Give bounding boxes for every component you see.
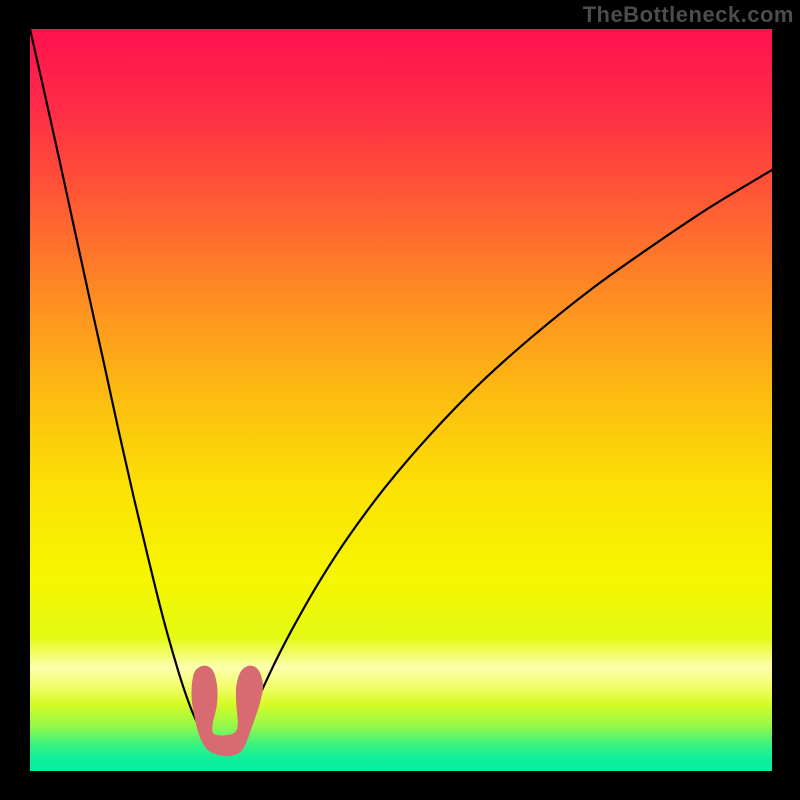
brand-label: TheBottleneck.com [583,2,794,28]
plot-area [30,29,772,771]
bottom-blob [192,666,263,757]
right-curve [239,170,772,734]
frame: TheBottleneck.com [0,0,800,800]
curve-overlay [30,29,772,771]
left-curve [30,29,207,734]
